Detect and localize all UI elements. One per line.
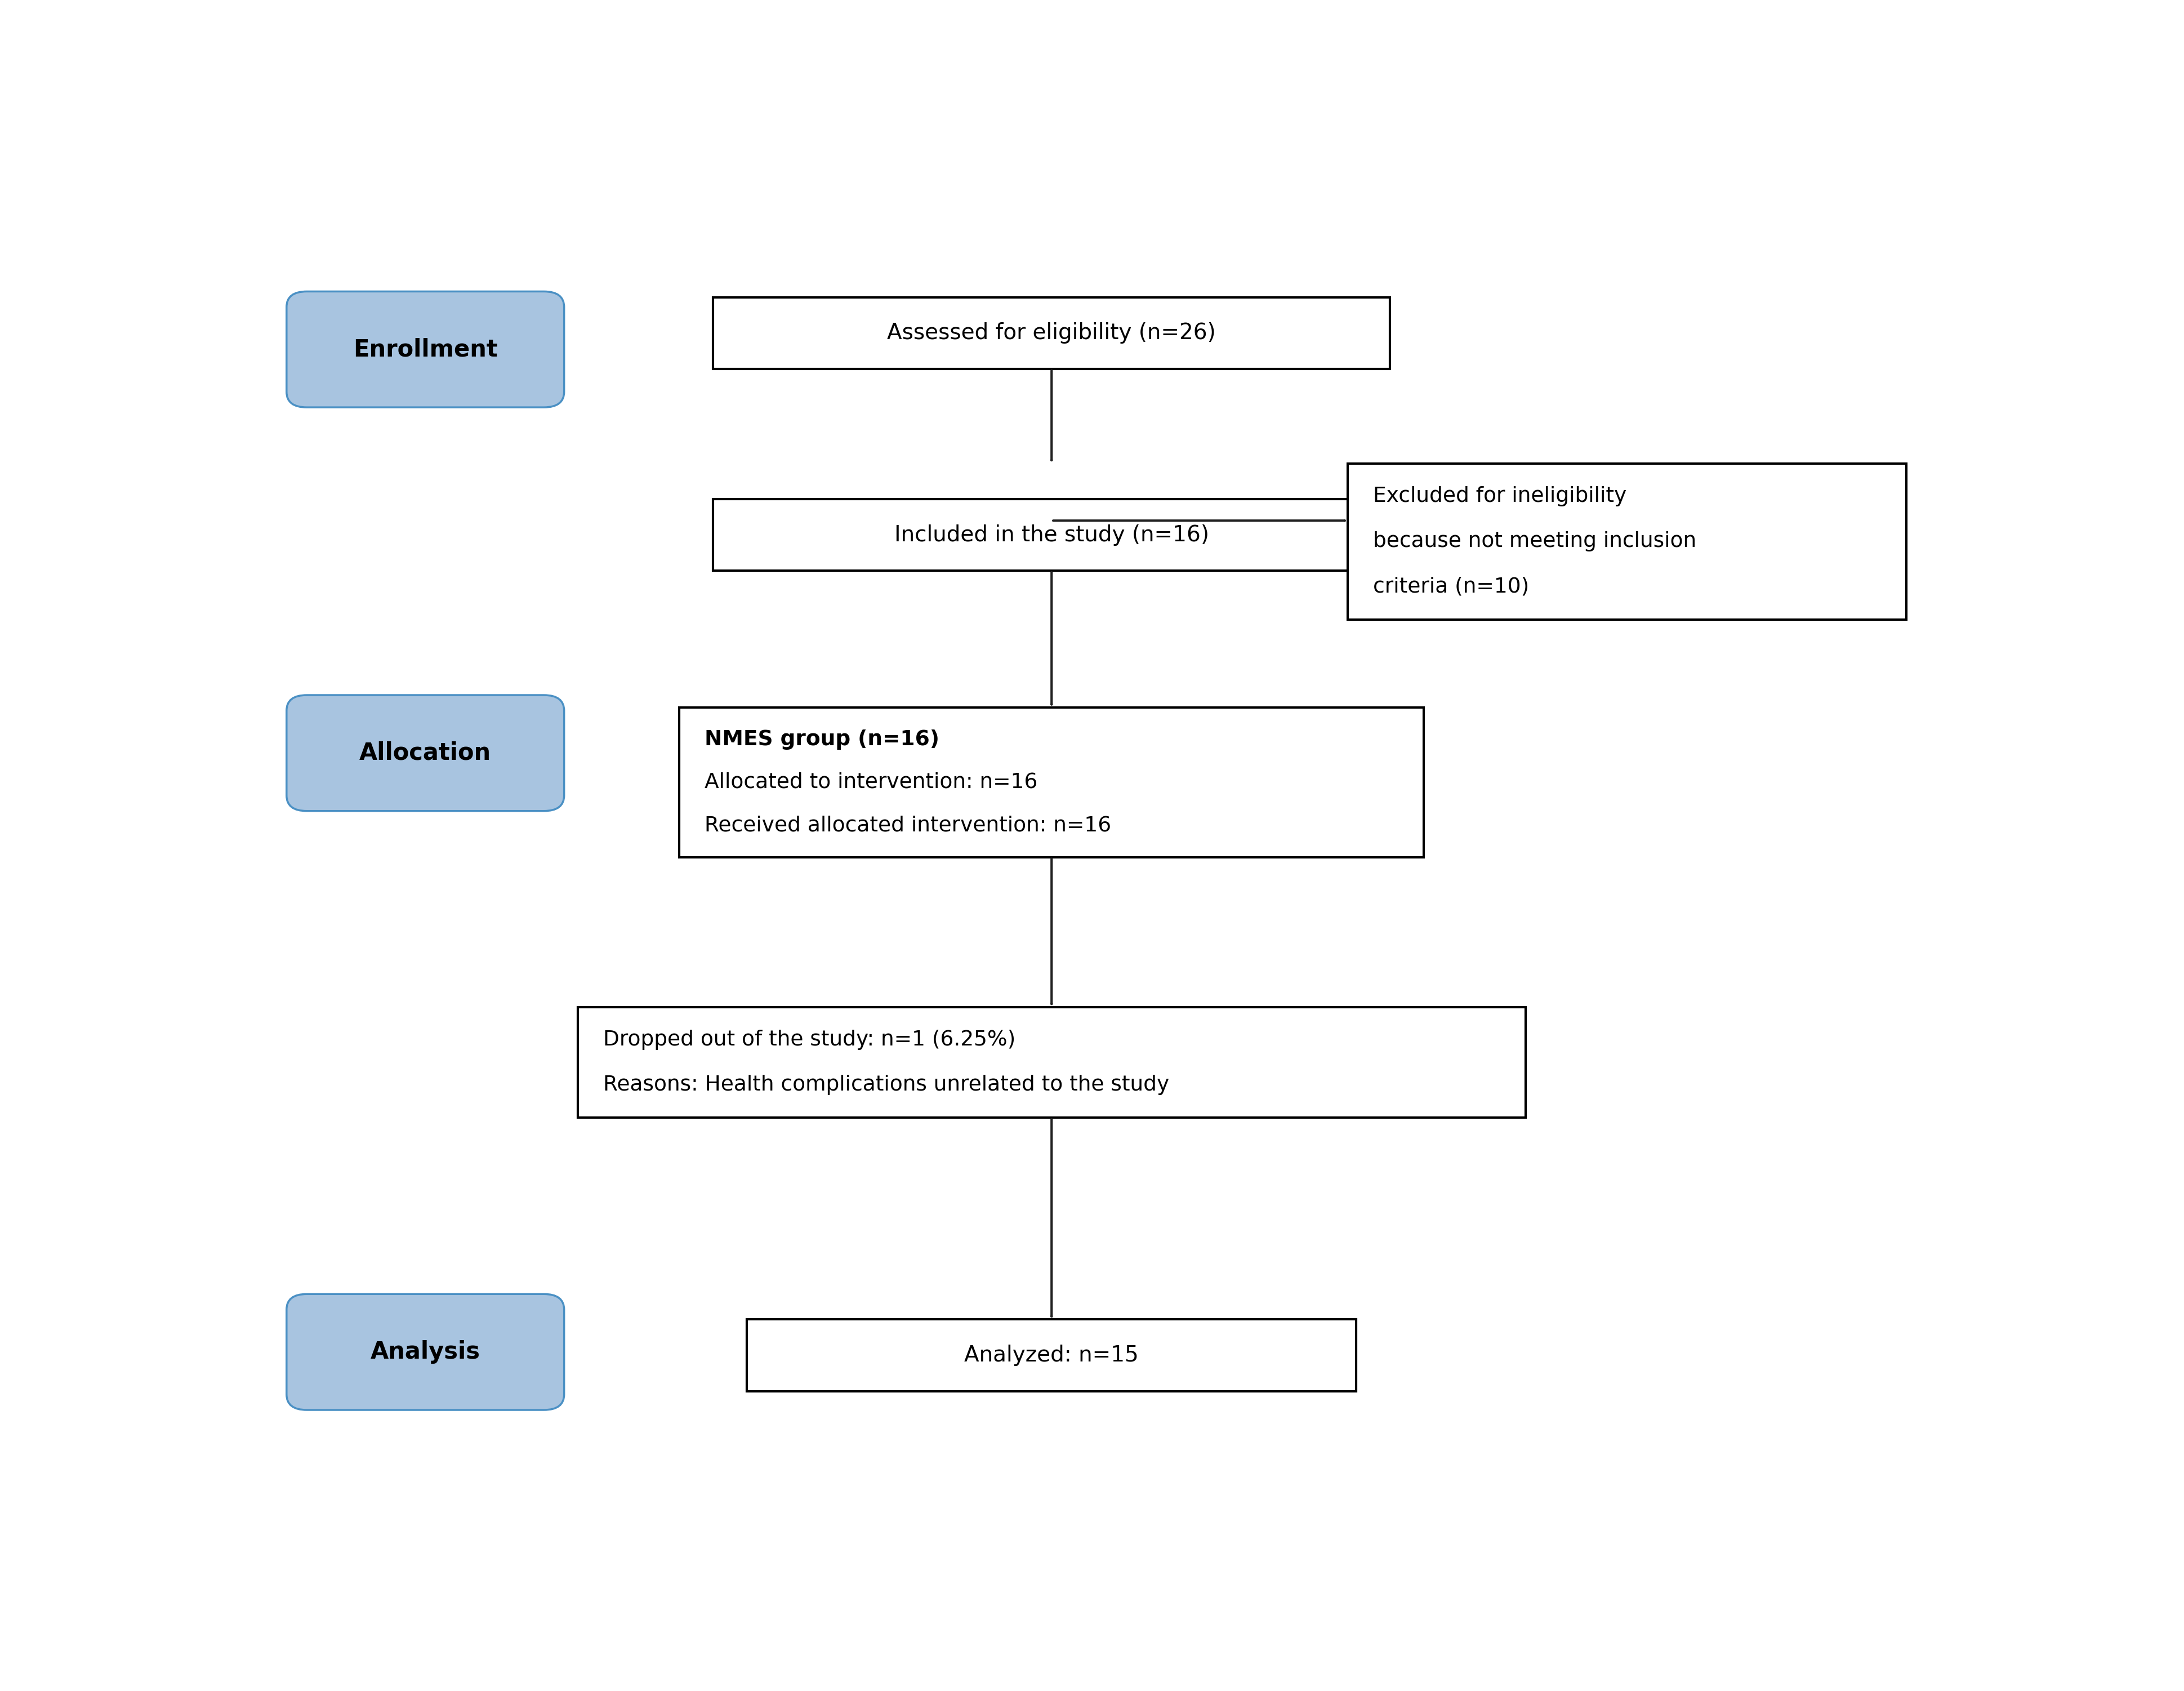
Text: Allocated to intervention: n=16: Allocated to intervention: n=16 xyxy=(705,773,1037,793)
Text: Assessed for eligibility (n=26): Assessed for eligibility (n=26) xyxy=(887,323,1216,343)
FancyBboxPatch shape xyxy=(286,695,563,812)
Text: Dropped out of the study: n=1 (6.25%): Dropped out of the study: n=1 (6.25%) xyxy=(603,1030,1016,1050)
Text: Excluded for ineligibility: Excluded for ineligibility xyxy=(1374,487,1627,507)
Text: criteria (n=10): criteria (n=10) xyxy=(1374,577,1529,597)
Text: Allocation: Allocation xyxy=(360,741,491,764)
FancyBboxPatch shape xyxy=(286,291,563,408)
FancyBboxPatch shape xyxy=(679,707,1424,857)
FancyBboxPatch shape xyxy=(286,1294,563,1410)
Text: NMES group (n=16): NMES group (n=16) xyxy=(705,729,939,749)
FancyBboxPatch shape xyxy=(714,298,1391,369)
Text: Included in the study (n=16): Included in the study (n=16) xyxy=(893,524,1210,546)
FancyBboxPatch shape xyxy=(714,499,1391,572)
Text: Enrollment: Enrollment xyxy=(354,338,498,362)
FancyBboxPatch shape xyxy=(1348,463,1907,619)
Text: Reasons: Health complications unrelated to the study: Reasons: Health complications unrelated … xyxy=(603,1074,1168,1094)
FancyBboxPatch shape xyxy=(577,1006,1527,1118)
FancyBboxPatch shape xyxy=(747,1319,1356,1392)
Text: Analyzed: n=15: Analyzed: n=15 xyxy=(965,1344,1138,1366)
Text: Received allocated intervention: n=16: Received allocated intervention: n=16 xyxy=(705,815,1112,835)
Text: Analysis: Analysis xyxy=(371,1341,480,1365)
Text: because not meeting inclusion: because not meeting inclusion xyxy=(1374,531,1697,551)
